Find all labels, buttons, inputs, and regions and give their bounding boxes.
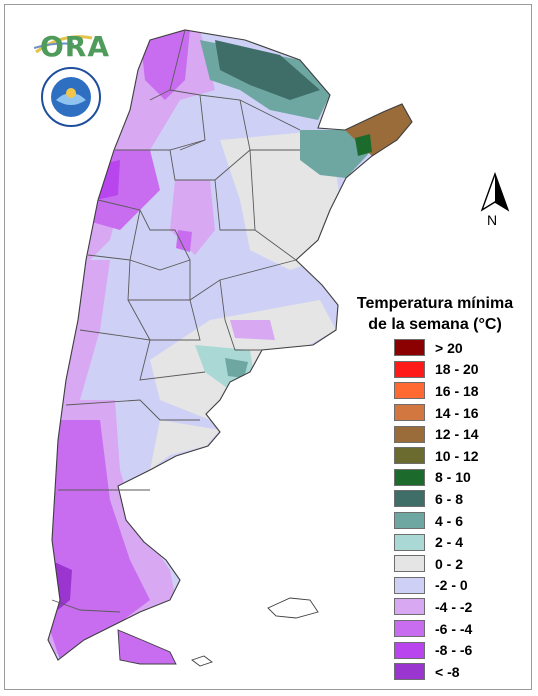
legend-item: 10 - 12 (394, 445, 479, 467)
ora-logo: ORA (33, 28, 109, 63)
legend-item: 6 - 8 (394, 488, 479, 510)
legend-label: -2 - 0 (435, 577, 468, 594)
north-arrow (478, 171, 512, 232)
legend-swatch (394, 598, 425, 616)
legend-item: -8 - -6 (394, 639, 479, 661)
legend-title: Temperatura mínima de la semana (°C) (346, 293, 524, 335)
legend-swatch (394, 447, 425, 465)
legend-item: -6 - -4 (394, 618, 479, 640)
legend-swatch (394, 555, 425, 573)
legend-swatch (394, 620, 425, 638)
legend-label: 14 - 16 (435, 404, 479, 421)
legend-item: < -8 (394, 661, 479, 683)
smn-seal-icon (41, 67, 101, 127)
legend-item: 12 - 14 (394, 423, 479, 445)
legend-label: 12 - 14 (435, 426, 479, 443)
legend-title-line1: Temperatura mínima (356, 295, 514, 312)
legend-swatch (394, 576, 425, 594)
ora-logo-swoosh-icon (33, 35, 93, 54)
legend-swatch (394, 360, 425, 378)
legend: > 20 18 - 20 16 - 18 14 - 16 12 - 14 10 - 12 8… (394, 337, 479, 683)
province-boundaries (47, 29, 413, 667)
legend-item: -2 - 0 (394, 575, 479, 597)
legend-item: 0 - 2 (394, 553, 479, 575)
legend-label: 0 - 2 (435, 555, 464, 572)
legend-label: 10 - 12 (435, 447, 479, 464)
legend-swatch (394, 468, 425, 486)
north-arrow-icon (480, 171, 510, 212)
legend-title-line2: de la semana (°C) (368, 316, 502, 333)
legend-label: -4 - -2 (435, 598, 473, 615)
legend-item: 18 - 20 (394, 359, 479, 381)
legend-swatch (394, 404, 425, 422)
legend-item: > 20 (394, 337, 479, 359)
smn-seal (40, 66, 102, 128)
legend-item: 8 - 10 (394, 467, 479, 489)
legend-swatch (394, 339, 425, 357)
legend-label: > 20 (435, 339, 463, 356)
legend-label: 16 - 18 (435, 382, 479, 399)
legend-swatch (394, 512, 425, 530)
legend-swatch (394, 663, 425, 681)
legend-label: < -8 (435, 663, 460, 680)
legend-label: 6 - 8 (435, 490, 464, 507)
legend-item: 4 - 6 (394, 510, 479, 532)
legend-label: -8 - -6 (435, 642, 473, 659)
north-label: N (487, 212, 498, 228)
legend-label: 8 - 10 (435, 469, 471, 486)
legend-item: 16 - 18 (394, 380, 479, 402)
legend-item: -4 - -2 (394, 596, 479, 618)
legend-swatch (394, 382, 425, 400)
legend-item: 2 - 4 (394, 531, 479, 553)
legend-swatch (394, 425, 425, 443)
legend-swatch (394, 641, 425, 659)
ora-logo-text: ORA (40, 30, 111, 63)
legend-label: 18 - 20 (435, 361, 479, 378)
legend-label: 2 - 4 (435, 534, 464, 551)
legend-swatch (394, 533, 425, 551)
legend-label: 4 - 6 (435, 512, 464, 529)
legend-item: 14 - 16 (394, 402, 479, 424)
legend-swatch (394, 490, 425, 508)
legend-label: -6 - -4 (435, 620, 473, 637)
